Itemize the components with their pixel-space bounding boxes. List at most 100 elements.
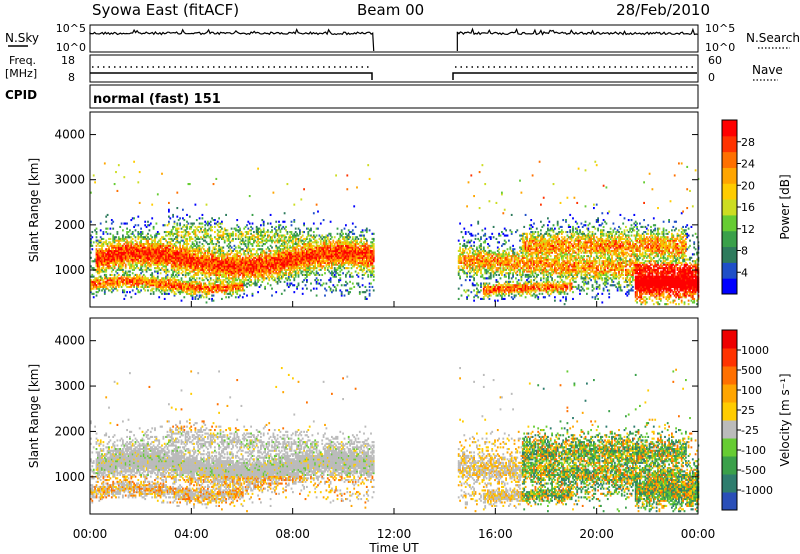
power-cell (194, 287, 197, 290)
power-cell (120, 255, 123, 258)
power-cell (172, 284, 174, 287)
power-cell (297, 258, 300, 261)
power-cell (95, 249, 98, 252)
power-cell (186, 220, 188, 223)
power-cell (257, 258, 259, 261)
power-cell (287, 273, 290, 276)
power-cell (265, 267, 268, 270)
power-cell (129, 265, 131, 268)
power-cell (221, 237, 223, 240)
power-cell (253, 258, 255, 261)
power-cell (339, 258, 342, 261)
power-cell (328, 258, 331, 261)
power-cell (306, 280, 308, 283)
power-cell (109, 280, 112, 283)
power-cell (142, 253, 145, 256)
power-cell (209, 282, 212, 285)
power-cell (287, 239, 290, 242)
power-cell (244, 244, 247, 247)
power-cell (145, 284, 148, 287)
power-cell (216, 258, 219, 261)
power-cell (184, 268, 187, 271)
power-cell (218, 241, 220, 244)
power-cell (315, 280, 318, 283)
power-cell (211, 241, 213, 244)
power-cell (92, 287, 95, 290)
power-cell (222, 251, 225, 254)
power-cell (253, 273, 255, 276)
power-cell (219, 272, 222, 275)
power-cell (204, 289, 207, 292)
power-cell (130, 279, 133, 282)
power-cell (356, 241, 358, 244)
power-cell (211, 265, 213, 268)
power-cell (193, 261, 195, 264)
power-cell (350, 244, 353, 247)
power-cell (314, 273, 317, 276)
power-cell (290, 220, 293, 223)
power-cell (351, 251, 354, 254)
power-cell (226, 280, 229, 283)
power-cell (200, 256, 202, 259)
power-cell (368, 292, 371, 295)
power-cell (347, 291, 350, 294)
power-cell (187, 263, 190, 266)
power-cell (204, 256, 207, 259)
power-cell (126, 232, 128, 235)
power-cell (286, 251, 289, 254)
power-cell (332, 248, 335, 251)
power-cell (222, 263, 225, 266)
power-cell (233, 267, 236, 270)
power-cell (110, 219, 113, 222)
power-cell (253, 263, 255, 266)
power-cell (137, 260, 140, 263)
power-cell (250, 260, 252, 263)
power-cell (336, 255, 339, 258)
power-cell (117, 265, 120, 268)
power-cell (360, 261, 363, 264)
power-cell (197, 297, 200, 300)
power-cell (346, 272, 349, 275)
power-cell (294, 273, 297, 276)
power-cell (191, 263, 194, 266)
power-cell (222, 275, 225, 278)
power-cell (138, 280, 141, 283)
power-cell (138, 248, 141, 251)
power-cell (310, 234, 312, 237)
power-cell (159, 268, 162, 271)
power-cell (299, 244, 301, 247)
power-cell (133, 255, 135, 258)
power-cell (204, 261, 207, 264)
power-cell (251, 222, 254, 225)
power-cell (191, 296, 194, 299)
power-cell (97, 243, 99, 246)
power-cell (161, 248, 163, 251)
power-cell (183, 289, 186, 292)
power-cell (141, 253, 144, 256)
power-cell (116, 255, 119, 258)
power-cell (152, 279, 155, 282)
power-cell (230, 272, 233, 275)
power-cell (280, 261, 283, 264)
power-cell (343, 246, 346, 249)
power-cell (131, 251, 134, 254)
power-cell (283, 236, 286, 239)
power-cell (129, 249, 131, 252)
power-cell (152, 251, 155, 254)
power-cell (148, 229, 151, 232)
power-cell (214, 268, 216, 271)
power-cell (142, 256, 145, 259)
power-cell (333, 258, 336, 261)
power-cell (264, 234, 266, 237)
power-cell (250, 236, 252, 239)
power-cell (371, 261, 374, 264)
power-cell (191, 277, 194, 280)
power-cell (310, 263, 312, 266)
power-cell (201, 222, 204, 225)
power-cell (336, 268, 339, 271)
power-cell (350, 261, 353, 264)
power-cell (338, 255, 340, 258)
power-cell (364, 243, 367, 246)
power-cell (105, 282, 108, 285)
freq-panel-frame (89, 54, 699, 83)
